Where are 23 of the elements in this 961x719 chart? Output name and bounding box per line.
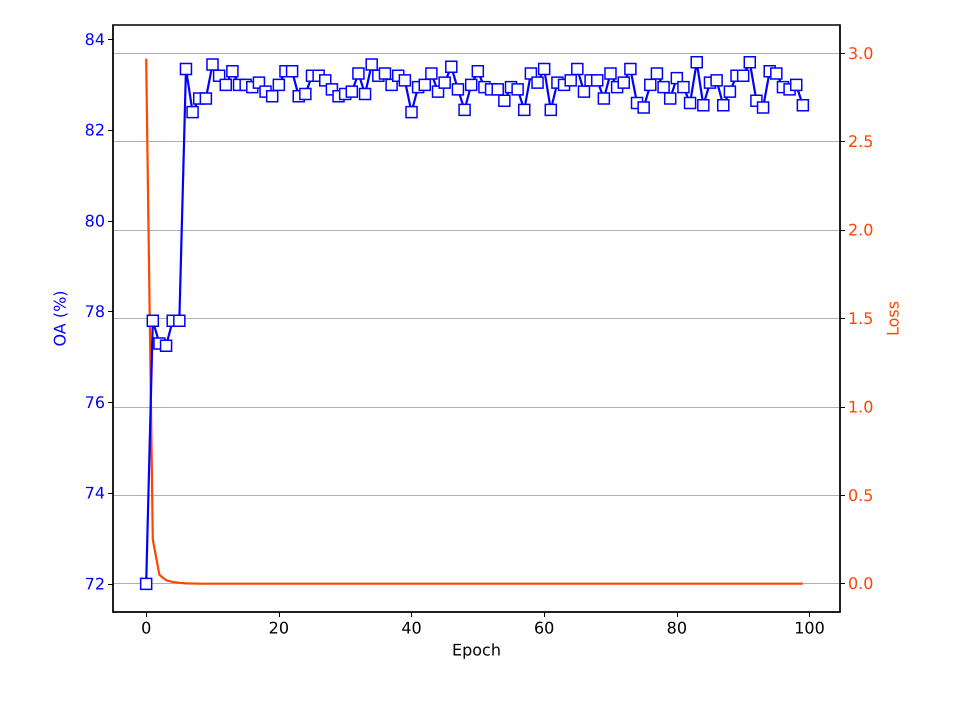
x-tick-label: 20 [268,618,290,638]
x-tick-label: 40 [401,618,422,638]
y-tick-label: 80 [84,211,105,230]
x-tick-label: 0 [141,618,152,638]
y2-tick-label: 2.5 [848,132,874,152]
y2-axis-title: Loss [884,300,902,336]
y2-tick-label: 0.5 [848,486,874,505]
y2-tick-label: 1.0 [848,397,874,416]
y2-tick-label: 1.5 [848,309,874,328]
y-tick-label: 74 [84,484,105,503]
y2-tick-label: 3.0 [848,44,874,63]
y2-tick-label: 0.0 [848,574,874,594]
y-axis-title: OA (%) [50,290,70,347]
x-tick-label: 80 [666,618,688,638]
x-axis-title: Epoch [452,640,501,660]
y-tick-label: 72 [84,574,105,594]
x-tick-label: 100 [794,618,825,638]
y-tick-label: 82 [84,120,105,140]
y-tick-label: 78 [84,302,105,322]
y-tick-label: 84 [84,30,105,50]
y2-tick-label: 2.0 [848,220,874,240]
x-tick-label: 60 [534,618,554,638]
y-tick-label: 76 [84,392,105,412]
